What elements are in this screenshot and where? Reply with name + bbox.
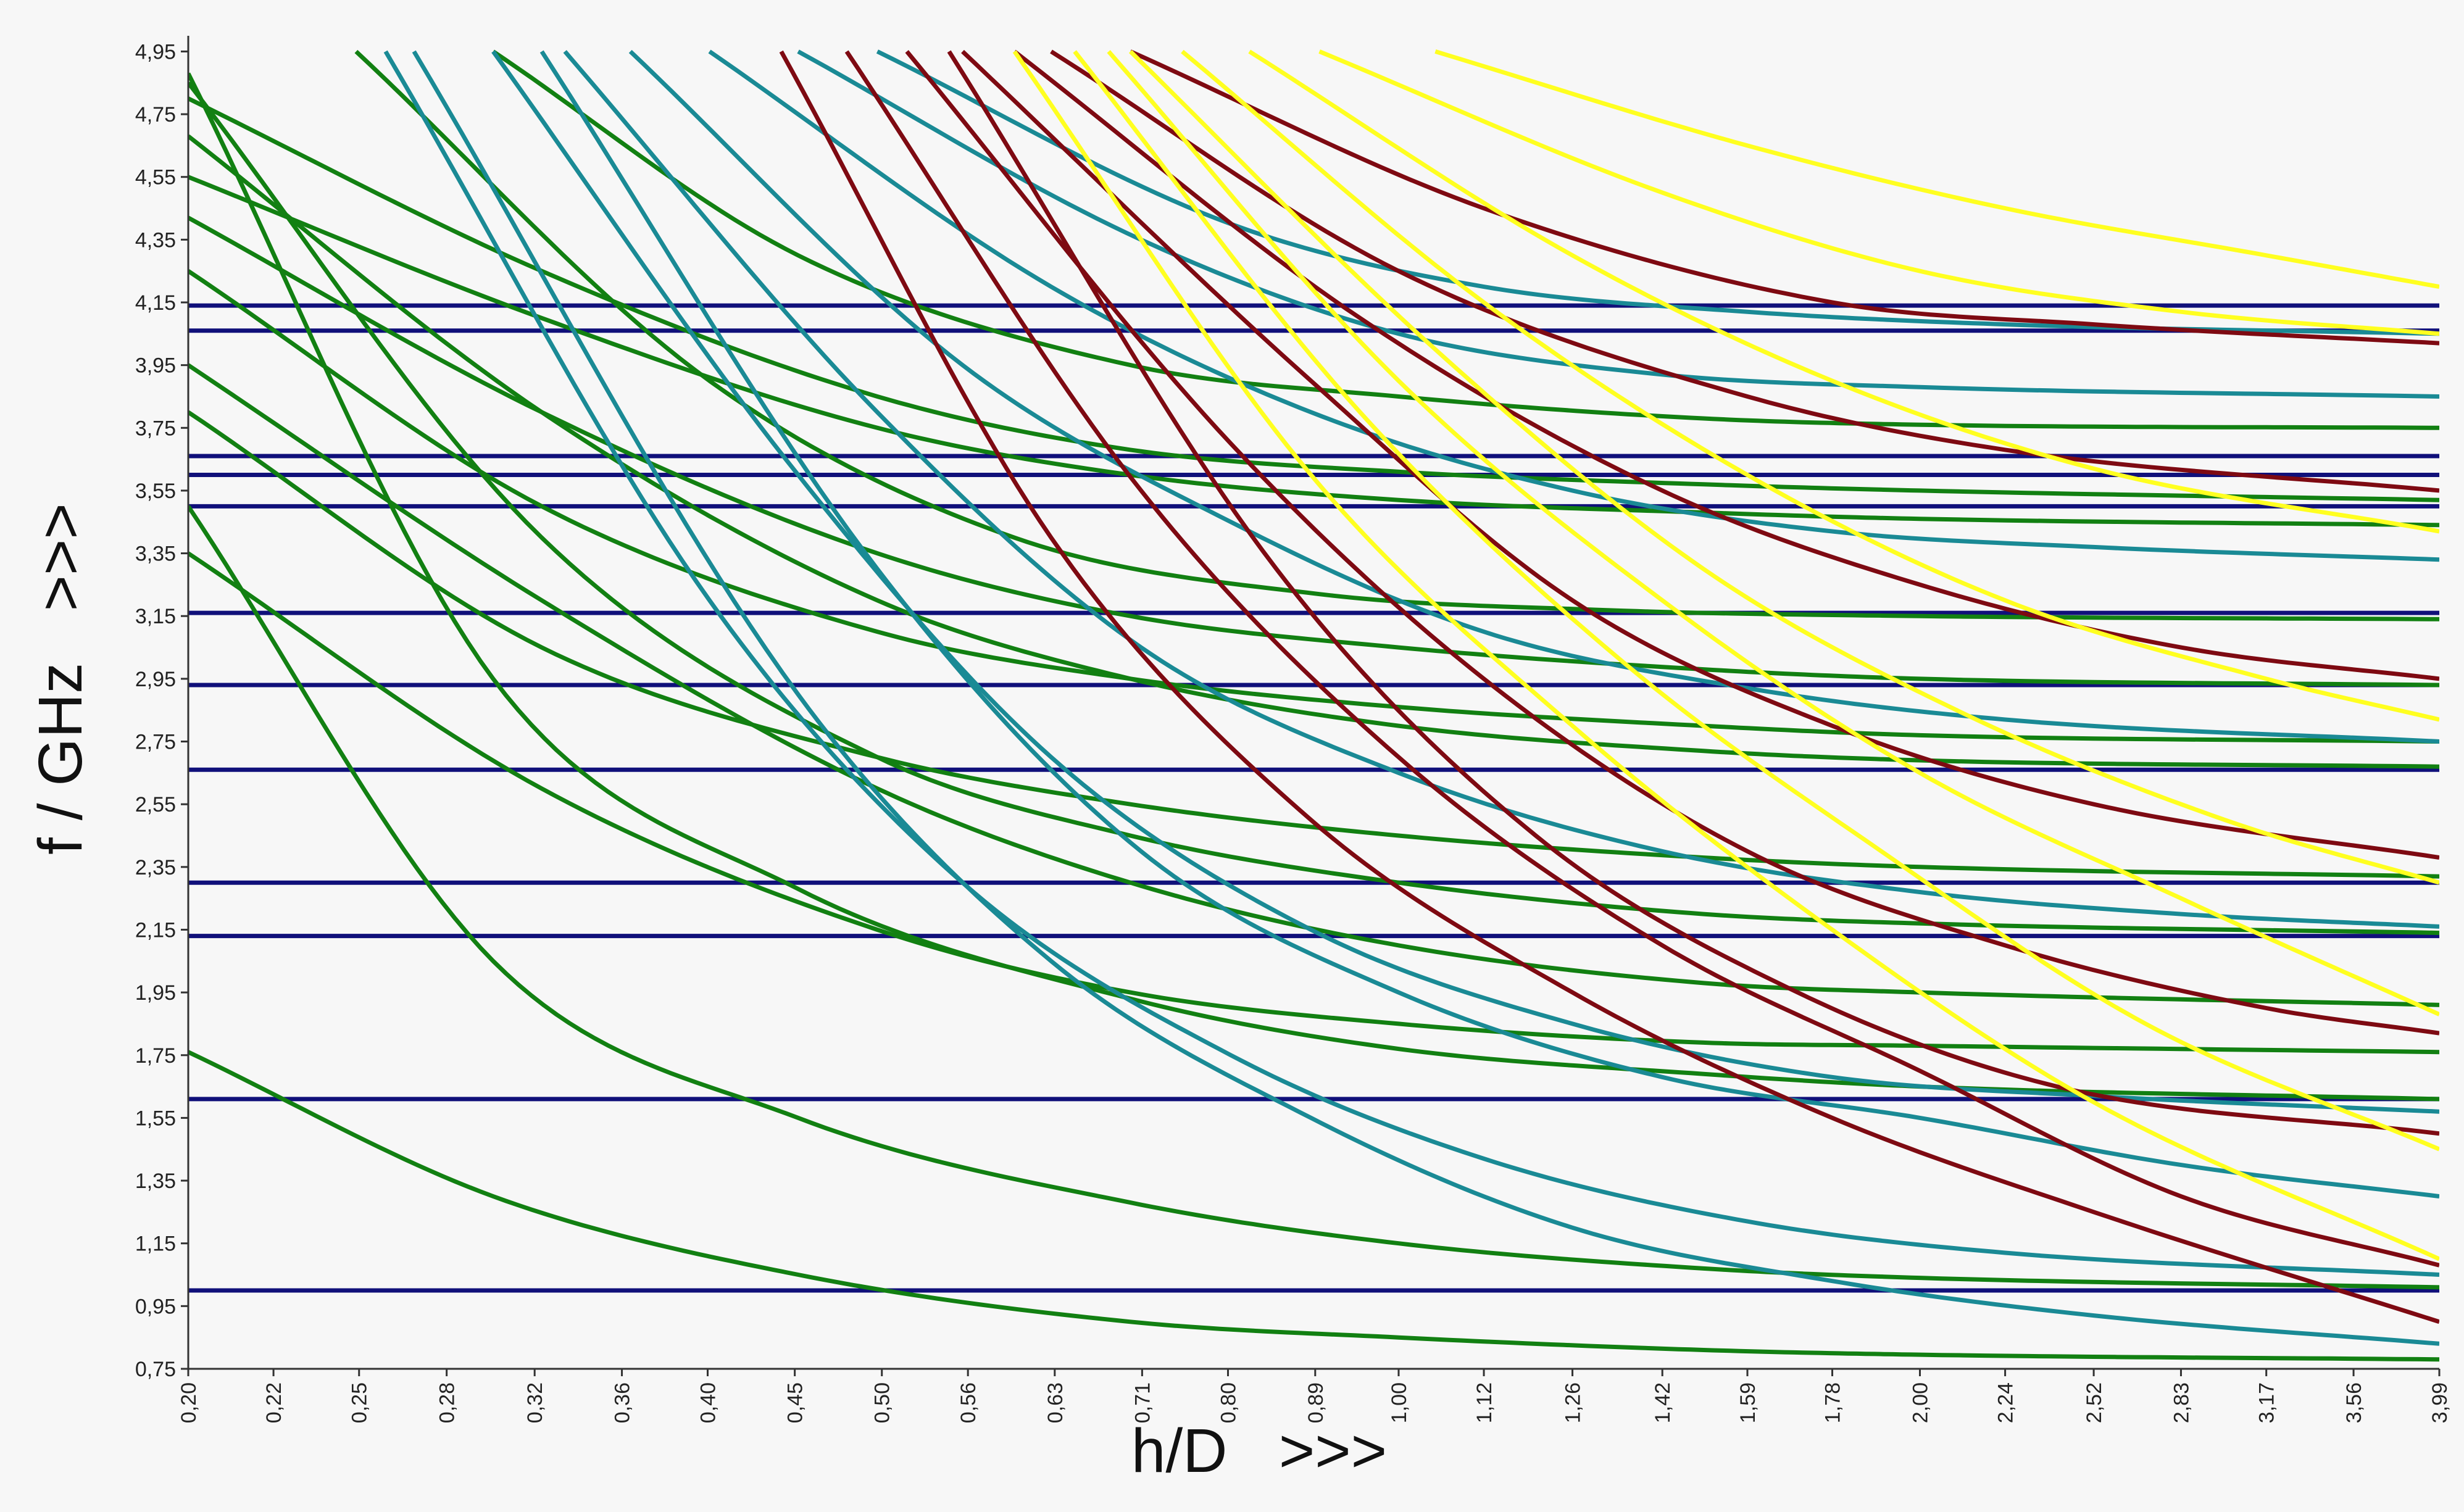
series-line-13 (492, 49, 2439, 430)
y-tick-label: 3,95 (135, 354, 176, 378)
x-tick-label: 1,59 (1736, 1382, 1760, 1423)
y-tick-label: 2,35 (135, 856, 176, 879)
series-line-20 (797, 49, 2439, 399)
series-line-3 (188, 81, 2439, 936)
series-line-10 (188, 269, 2439, 744)
series-line-12 (354, 49, 2439, 621)
series-line-16 (491, 50, 2439, 1114)
y-tick-label: 0,75 (135, 1358, 176, 1381)
y-tick-label: 3,15 (135, 605, 176, 628)
x-tick-label: 1,12 (1473, 1382, 1496, 1423)
x-tick-label: 0,80 (1217, 1382, 1241, 1423)
y-tick-label: 4,55 (135, 166, 176, 189)
series-line-34 (1181, 49, 2439, 722)
x-tick-label: 0,28 (436, 1382, 459, 1423)
x-tick-label: 1,42 (1651, 1382, 1675, 1423)
y-tick-label: 1,15 (135, 1232, 176, 1256)
y-tick-label: 1,95 (135, 981, 176, 1005)
series-line-21 (539, 50, 2439, 1198)
series-line-19 (708, 49, 2439, 562)
series-line-6 (188, 96, 2439, 502)
y-tick-label: 4,35 (135, 228, 176, 252)
y-tick-label: 2,15 (135, 918, 176, 942)
x-tick-label: 1,26 (1562, 1382, 1585, 1423)
x-tick-label: 3,17 (2255, 1382, 2279, 1423)
series-line-0 (188, 1050, 2439, 1362)
series-line-23 (779, 50, 2439, 1324)
plot-area (188, 49, 2439, 1362)
x-tick-label: 2,00 (1909, 1382, 1933, 1423)
y-tick-label: 0,95 (135, 1295, 176, 1318)
series-line-1 (188, 505, 2439, 1290)
series-line-14 (383, 50, 2439, 1277)
series-line-38 (1107, 50, 2439, 1016)
y-tick-label: 1,35 (135, 1169, 176, 1193)
x-tick-label: 0,50 (871, 1382, 894, 1423)
y-axis-title: f / GHz >>> (26, 503, 95, 855)
series-line-17 (563, 50, 2439, 929)
series-line-35 (1248, 49, 2439, 534)
series-line-37 (1434, 49, 2439, 289)
series-line-7 (188, 175, 2439, 528)
series-line-32 (1073, 50, 2439, 1152)
series-line-33 (1128, 49, 2439, 885)
y-tick-label: 1,55 (135, 1107, 176, 1130)
x-tick-label: 0,22 (262, 1382, 286, 1423)
y-tick-label: 3,75 (135, 417, 176, 440)
x-tick-label: 3,56 (2342, 1382, 2366, 1423)
x-tick-label: 0,40 (696, 1382, 720, 1423)
series-line-25 (905, 50, 2439, 1036)
x-tick-label: 2,83 (2170, 1382, 2193, 1423)
series-line-4 (188, 134, 2439, 769)
y-tick-label: 2,95 (135, 668, 176, 691)
y-tick-label: 4,95 (135, 40, 176, 64)
series-line-24 (844, 50, 2439, 1268)
series-line-31 (1012, 50, 2439, 1261)
series-line-15 (412, 50, 2439, 1346)
series-line-11 (188, 363, 2439, 1007)
series-line-8 (188, 410, 2439, 879)
x-tick-label: 3,99 (2428, 1382, 2452, 1423)
y-tick-label: 2,55 (135, 793, 176, 816)
x-tick-label: 2,52 (2083, 1382, 2106, 1423)
series-line-9 (188, 551, 2439, 1055)
x-tick-label: 0,71 (1131, 1382, 1154, 1423)
x-tick-label: 1,00 (1388, 1382, 1411, 1423)
series-line-18 (628, 49, 2439, 744)
y-tick-label: 2,75 (135, 731, 176, 754)
x-tick-label: 0,63 (1044, 1382, 1067, 1423)
x-tick-label: 0,20 (177, 1382, 201, 1423)
x-tick-label: 1,78 (1821, 1382, 1845, 1423)
x-tick-label: 2,24 (1994, 1382, 2018, 1423)
x-tick-label: 0,89 (1304, 1382, 1328, 1423)
series-line-36 (1318, 49, 2439, 336)
y-tick-label: 1,75 (135, 1044, 176, 1068)
x-tick-label: 0,56 (957, 1382, 980, 1423)
series-line-5 (188, 215, 2439, 687)
series-line-26 (961, 49, 2439, 860)
y-tick-label: 3,55 (135, 480, 176, 503)
y-tick-label: 4,75 (135, 103, 176, 127)
series-line-29 (1129, 49, 2439, 346)
x-tick-label: 0,25 (348, 1382, 372, 1423)
axes: 0,75 0,95 1,15 1,35 1,55 1,75 1,95 2,15 2,35 2,55… (135, 36, 2452, 1423)
series-line-22 (876, 49, 2439, 336)
y-tick-label: 4,15 (135, 291, 176, 315)
x-tick-label: 0,32 (523, 1382, 547, 1423)
x-tick-label: 0,45 (784, 1382, 807, 1423)
y-tick-label: 3,35 (135, 542, 176, 566)
series-line-30 (947, 50, 2439, 1136)
x-tick-label: 0,36 (611, 1382, 635, 1423)
x-axis-title: h/D >>> (1131, 1416, 1387, 1485)
